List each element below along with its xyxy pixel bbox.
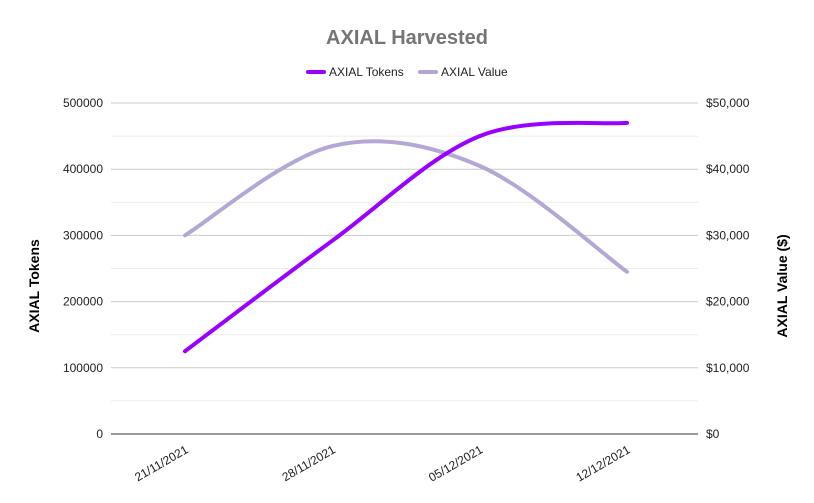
- left-axis-ticks: 0 100000 200000 300000 400000 500000: [63, 96, 103, 441]
- gridlines: [111, 102, 698, 402]
- legend: AXIAL Tokens AXIAL Value: [306, 65, 508, 79]
- left-tick-label: 300000: [63, 228, 103, 242]
- chart-title: AXIAL Harvested: [326, 27, 488, 49]
- series-line-axial-tokens: [183, 120, 629, 354]
- legend-label-axial-tokens: AXIAL Tokens: [329, 65, 404, 79]
- right-tick-label: $30,000: [706, 228, 750, 242]
- x-tick-label: 12/12/2021: [573, 442, 632, 484]
- x-tick-label: 05/12/2021: [426, 442, 485, 484]
- x-tick-label: 28/11/2021: [280, 442, 339, 484]
- legend-label-axial-value: AXIAL Value: [441, 65, 508, 79]
- left-axis-title: AXIAL Tokens: [26, 239, 42, 333]
- x-tick-label: 21/11/2021: [132, 442, 191, 484]
- right-tick-label: $0: [706, 427, 720, 441]
- right-tick-label: $40,000: [706, 162, 750, 176]
- series-lines: [183, 120, 629, 354]
- left-tick-label: 0: [96, 427, 103, 441]
- right-axis-title: AXIAL Value ($): [774, 234, 790, 337]
- right-tick-label: $20,000: [706, 295, 750, 309]
- right-tick-label: $50,000: [706, 96, 750, 110]
- left-tick-label: 200000: [63, 295, 103, 309]
- x-axis-ticks: 21/11/2021 28/11/2021 05/12/2021 12/12/2021: [132, 442, 633, 484]
- left-tick-label: 500000: [63, 96, 103, 110]
- right-tick-label: $10,000: [706, 361, 750, 375]
- series-line-axial-value: [183, 139, 629, 274]
- right-axis-ticks: $0 $10,000 $20,000 $30,000 $40,000 $50,000: [706, 96, 750, 441]
- left-tick-label: 400000: [63, 162, 103, 176]
- left-tick-label: 100000: [63, 361, 103, 375]
